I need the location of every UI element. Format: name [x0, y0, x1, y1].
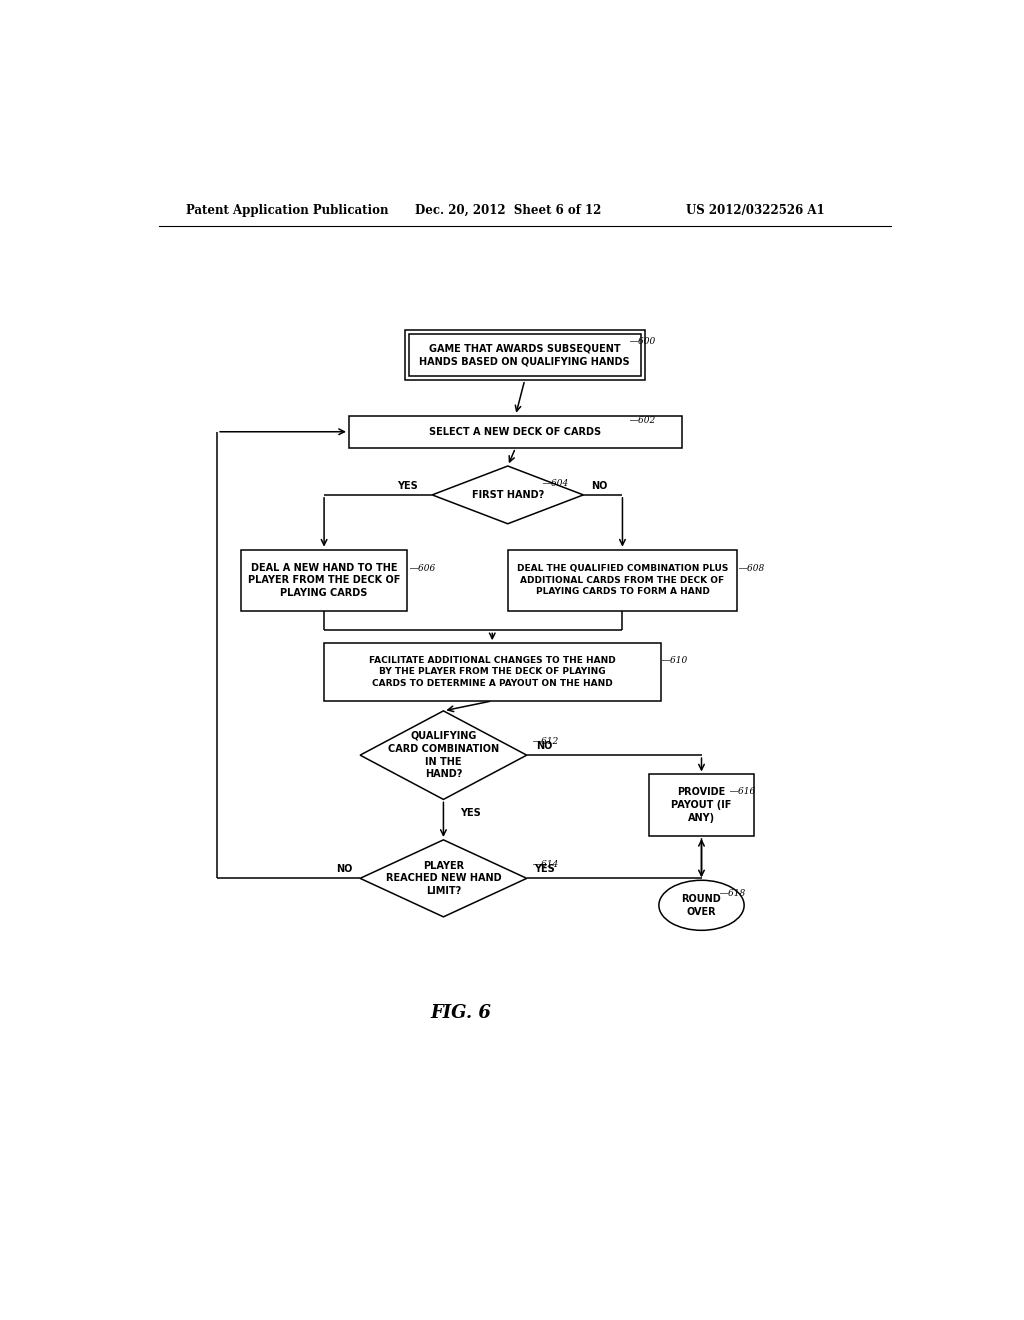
Text: ―610: ―610: [662, 656, 687, 665]
Text: ―606: ―606: [409, 564, 435, 573]
Text: PROVIDE
PAYOUT (IF
ANY): PROVIDE PAYOUT (IF ANY): [672, 788, 732, 822]
Bar: [241, 549, 408, 611]
Bar: [324, 643, 660, 701]
Text: ROUND
OVER: ROUND OVER: [682, 894, 721, 916]
Text: NO: NO: [336, 865, 352, 874]
Text: US 2012/0322526 A1: US 2012/0322526 A1: [686, 205, 824, 218]
Bar: [649, 775, 754, 836]
Polygon shape: [432, 466, 584, 524]
Text: ―602: ―602: [630, 416, 655, 425]
Polygon shape: [360, 840, 526, 917]
Text: DEAL A NEW HAND TO THE
PLAYER FROM THE DECK OF
PLAYING CARDS: DEAL A NEW HAND TO THE PLAYER FROM THE D…: [248, 562, 400, 598]
Text: ―612: ―612: [531, 737, 558, 746]
Text: GAME THAT AWARDS SUBSEQUENT
HANDS BASED ON QUALIFYING HANDS: GAME THAT AWARDS SUBSEQUENT HANDS BASED …: [420, 343, 630, 366]
Text: ―608: ―608: [738, 564, 764, 573]
Text: ―604: ―604: [542, 479, 568, 488]
Bar: [409, 334, 641, 376]
Text: QUALIFYING
CARD COMBINATION
IN THE
HAND?: QUALIFYING CARD COMBINATION IN THE HAND?: [388, 731, 499, 779]
Text: Patent Application Publication: Patent Application Publication: [186, 205, 389, 218]
Text: FACILITATE ADDITIONAL CHANGES TO THE HAND
BY THE PLAYER FROM THE DECK OF PLAYING: FACILITATE ADDITIONAL CHANGES TO THE HAN…: [369, 656, 615, 688]
Bar: [404, 330, 645, 380]
Text: YES: YES: [397, 480, 418, 491]
Text: YES: YES: [535, 865, 555, 874]
Text: NO: NO: [591, 480, 607, 491]
Text: PLAYER
REACHED NEW HAND
LIMIT?: PLAYER REACHED NEW HAND LIMIT?: [386, 861, 501, 896]
Bar: [508, 549, 736, 611]
Text: ―614: ―614: [531, 861, 558, 869]
Text: ―618: ―618: [719, 890, 744, 898]
Text: FIRST HAND?: FIRST HAND?: [472, 490, 544, 500]
Text: ―616: ―616: [729, 787, 756, 796]
Bar: [349, 416, 682, 447]
Text: DEAL THE QUALIFIED COMBINATION PLUS
ADDITIONAL CARDS FROM THE DECK OF
PLAYING CA: DEAL THE QUALIFIED COMBINATION PLUS ADDI…: [517, 565, 728, 597]
Text: Dec. 20, 2012  Sheet 6 of 12: Dec. 20, 2012 Sheet 6 of 12: [415, 205, 601, 218]
Text: YES: YES: [461, 808, 481, 818]
Text: FIG. 6: FIG. 6: [430, 1005, 492, 1022]
Text: NO: NO: [536, 741, 552, 751]
Polygon shape: [360, 711, 526, 800]
Ellipse shape: [658, 880, 744, 931]
Text: SELECT A NEW DECK OF CARDS: SELECT A NEW DECK OF CARDS: [429, 426, 601, 437]
Text: ―600: ―600: [630, 337, 655, 346]
